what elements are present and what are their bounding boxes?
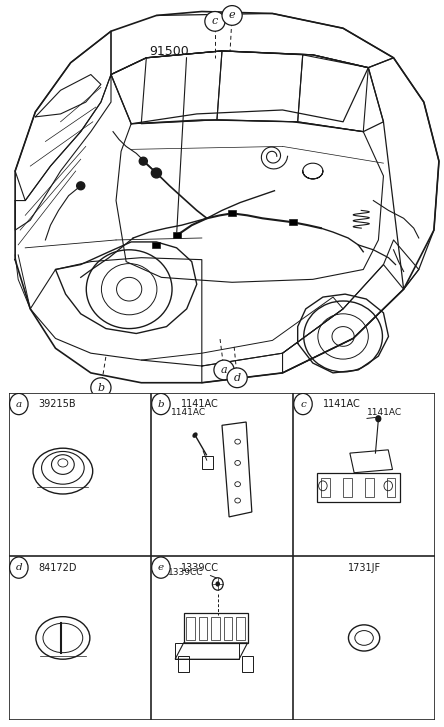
Bar bbox=[186, 616, 195, 640]
Bar bbox=[178, 656, 189, 672]
Circle shape bbox=[152, 557, 170, 578]
Text: 84172D: 84172D bbox=[39, 563, 77, 573]
Text: 1339CC: 1339CC bbox=[168, 568, 203, 577]
Text: d: d bbox=[234, 373, 241, 383]
Text: a: a bbox=[16, 400, 22, 409]
Circle shape bbox=[205, 12, 225, 31]
Bar bbox=[224, 616, 232, 640]
Bar bbox=[289, 220, 297, 225]
Bar bbox=[321, 478, 330, 497]
Circle shape bbox=[10, 393, 28, 414]
Text: e: e bbox=[229, 10, 235, 20]
Bar bbox=[199, 616, 207, 640]
Bar bbox=[317, 473, 400, 502]
Text: 1141AC: 1141AC bbox=[171, 408, 206, 417]
Circle shape bbox=[222, 6, 242, 25]
Bar bbox=[343, 478, 352, 497]
Text: c: c bbox=[300, 400, 306, 409]
Text: 1141AC: 1141AC bbox=[323, 399, 361, 409]
Bar bbox=[242, 656, 253, 672]
Circle shape bbox=[215, 582, 220, 587]
Text: c: c bbox=[212, 17, 218, 26]
Text: 39215B: 39215B bbox=[39, 399, 76, 409]
Text: 1731JF: 1731JF bbox=[348, 563, 381, 573]
Bar bbox=[152, 242, 160, 248]
Bar bbox=[175, 643, 239, 659]
Circle shape bbox=[227, 368, 247, 387]
Text: 1339CC: 1339CC bbox=[181, 563, 219, 573]
Text: b: b bbox=[97, 382, 104, 393]
Circle shape bbox=[77, 182, 85, 190]
Circle shape bbox=[91, 378, 111, 398]
Text: d: d bbox=[16, 563, 22, 572]
Circle shape bbox=[214, 360, 234, 379]
Bar bbox=[228, 210, 236, 217]
Bar bbox=[387, 478, 395, 497]
Text: 1141AC: 1141AC bbox=[367, 408, 402, 417]
Bar bbox=[365, 478, 373, 497]
Text: b: b bbox=[158, 400, 164, 409]
Ellipse shape bbox=[192, 433, 198, 438]
Circle shape bbox=[375, 415, 381, 422]
Text: 1141AC: 1141AC bbox=[181, 399, 218, 409]
Circle shape bbox=[294, 393, 312, 414]
Circle shape bbox=[139, 157, 147, 165]
Bar bbox=[184, 614, 248, 643]
Circle shape bbox=[10, 557, 28, 578]
Text: e: e bbox=[158, 563, 164, 572]
Text: a: a bbox=[221, 365, 227, 375]
Circle shape bbox=[152, 393, 170, 414]
Text: 91500: 91500 bbox=[149, 45, 189, 58]
Bar bbox=[173, 232, 181, 238]
Bar bbox=[211, 616, 220, 640]
Circle shape bbox=[151, 168, 162, 178]
Bar bbox=[236, 616, 245, 640]
Bar bbox=[202, 457, 214, 470]
